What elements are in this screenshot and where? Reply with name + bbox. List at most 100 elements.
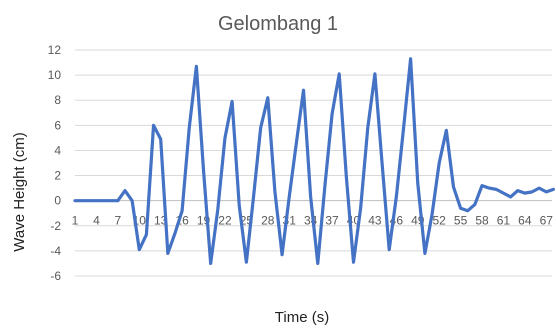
data-point xyxy=(230,99,235,104)
data-point xyxy=(330,112,335,117)
data-point xyxy=(322,183,327,188)
x-tick-label: 64 xyxy=(518,214,532,228)
data-point xyxy=(237,203,242,208)
grid xyxy=(75,49,552,277)
data-point xyxy=(537,186,542,191)
data-point xyxy=(315,261,320,266)
data-point xyxy=(465,208,470,213)
data-point xyxy=(122,188,127,193)
y-axis-ticks: -6 -4 -2 0 2 4 6 8 10 12 xyxy=(48,43,62,283)
x-tick-label: 1 xyxy=(72,214,79,228)
data-point xyxy=(451,184,456,189)
data-point xyxy=(201,168,206,173)
data-point xyxy=(73,198,78,203)
data-point xyxy=(137,247,142,252)
data-point xyxy=(415,181,420,186)
data-point xyxy=(308,194,313,199)
x-tick-label: 43 xyxy=(368,214,382,228)
data-point xyxy=(94,198,99,203)
data-point xyxy=(444,128,449,133)
x-tick-label: 58 xyxy=(475,214,489,228)
y-axis-title: Wave Height (cm) xyxy=(11,132,28,251)
data-point xyxy=(544,189,549,194)
data-point xyxy=(372,71,377,76)
data-point xyxy=(87,198,92,203)
y-tick-label: 6 xyxy=(54,118,61,132)
data-point xyxy=(401,127,406,132)
data-point xyxy=(265,95,270,100)
x-axis-title: Time (s) xyxy=(275,309,329,326)
data-point xyxy=(108,198,113,203)
data-point xyxy=(272,189,277,194)
data-point xyxy=(101,198,106,203)
x-tick-label: 52 xyxy=(432,214,446,228)
data-point xyxy=(158,137,163,142)
data-point xyxy=(251,194,256,199)
data-point xyxy=(530,189,535,194)
data-point xyxy=(480,183,485,188)
x-tick-label: 34 xyxy=(304,214,318,228)
data-point xyxy=(358,206,363,211)
x-tick-label: 4 xyxy=(93,214,100,228)
data-point xyxy=(208,261,213,266)
data-point xyxy=(351,260,356,265)
data-point xyxy=(280,252,285,257)
data-point xyxy=(422,251,427,256)
data-point xyxy=(244,260,249,265)
wave-height-line xyxy=(73,57,556,266)
data-point xyxy=(522,191,527,196)
data-point xyxy=(294,140,299,145)
data-point xyxy=(172,231,177,236)
x-tick-label: 67 xyxy=(540,214,554,228)
data-point xyxy=(508,194,513,199)
data-point xyxy=(551,187,556,192)
data-point xyxy=(287,194,292,199)
data-point xyxy=(151,123,156,128)
y-tick-label: -2 xyxy=(50,219,61,233)
data-point xyxy=(344,174,349,179)
data-point xyxy=(130,198,135,203)
data-point xyxy=(458,206,463,211)
y-tick-label: 4 xyxy=(54,143,61,157)
data-point xyxy=(487,186,492,191)
data-point xyxy=(430,212,435,217)
data-point xyxy=(501,191,506,196)
data-point xyxy=(472,202,477,207)
y-tick-label: -4 xyxy=(50,244,61,258)
y-tick-label: 12 xyxy=(48,43,62,57)
data-point xyxy=(494,187,499,192)
y-tick-label: -6 xyxy=(50,269,61,283)
data-point xyxy=(165,251,170,256)
data-point xyxy=(215,207,220,212)
y-tick-label: 0 xyxy=(54,194,61,208)
data-point xyxy=(222,135,227,140)
data-point xyxy=(437,161,442,166)
data-point xyxy=(187,125,192,130)
data-point xyxy=(394,194,399,199)
x-tick-label: 22 xyxy=(218,214,232,228)
x-tick-label: 7 xyxy=(115,214,122,228)
data-point xyxy=(258,125,263,130)
data-point xyxy=(80,198,85,203)
data-point xyxy=(408,56,413,61)
x-tick-label: 37 xyxy=(325,214,339,228)
y-tick-label: 10 xyxy=(48,68,62,82)
y-tick-label: 8 xyxy=(54,93,61,107)
y-tick-label: 2 xyxy=(54,169,61,183)
data-point xyxy=(337,71,342,76)
data-point xyxy=(365,125,370,130)
data-point xyxy=(144,232,149,237)
x-tick-label: 55 xyxy=(454,214,468,228)
data-point xyxy=(115,198,120,203)
x-tick-label: 28 xyxy=(261,214,275,228)
x-tick-label: 61 xyxy=(497,214,511,228)
data-point xyxy=(301,88,306,93)
data-point xyxy=(194,64,199,69)
data-point xyxy=(515,188,520,193)
data-point xyxy=(380,161,385,166)
data-point xyxy=(180,208,185,213)
data-point xyxy=(387,247,392,252)
chart-title: Gelombang 1 xyxy=(218,13,338,35)
